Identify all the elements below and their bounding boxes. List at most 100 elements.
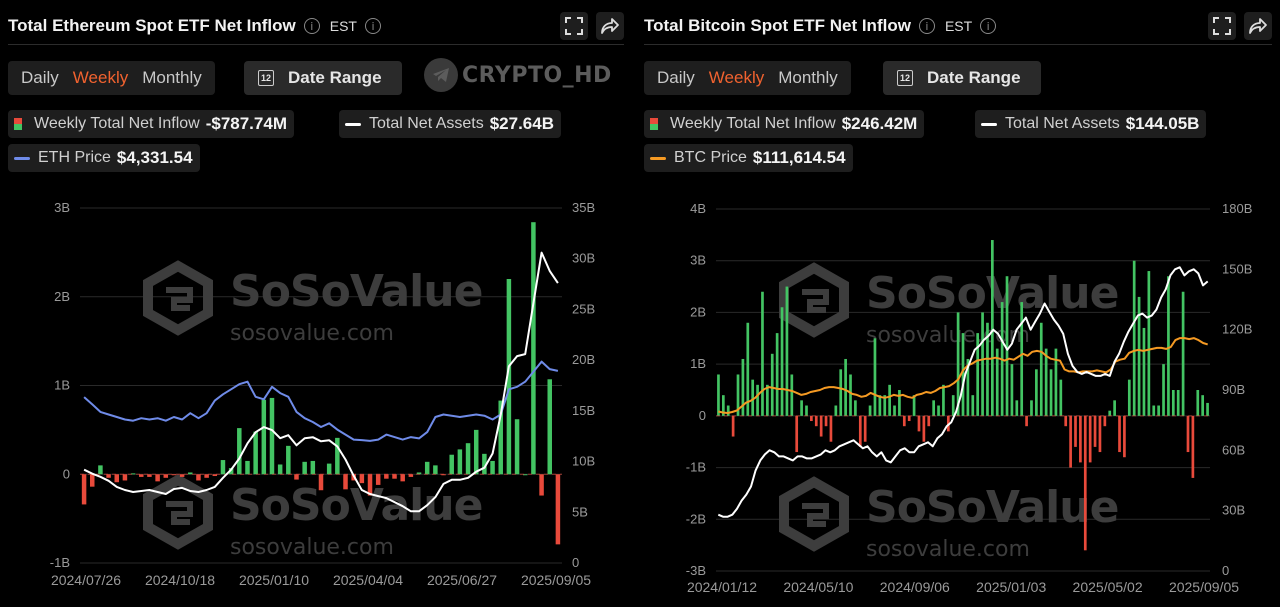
inflow-bar [302,461,307,475]
inflow-bar [932,400,935,416]
inflow-bar [766,384,769,416]
inflow-bar [139,474,144,477]
price-line [718,337,1208,414]
y-left-tick: 3B [54,200,70,215]
date-range-button[interactable]: 12 Date Range [244,61,402,95]
calendar-icon: 12 [258,70,274,86]
inflow-swatch [650,118,658,130]
inflow-bar [1079,415,1082,463]
assets-line [83,251,559,513]
inflow-bar [986,322,989,416]
inflow-bar [555,474,561,545]
date-range-button[interactable]: 12 Date Range [883,61,1041,95]
inflow-bar [114,474,120,483]
inflow-bar [1162,364,1165,416]
inflow-bar [951,395,955,416]
inflow-bar [1044,348,1048,416]
inflow-bar [1074,415,1077,447]
inflow-bar [81,474,87,505]
share-button[interactable] [596,12,624,40]
info-icon[interactable]: i [364,18,381,34]
watermark-url: sosovalue.com [866,323,1030,348]
inflow-bar [400,474,405,482]
y-left-tick: 4B [690,201,706,216]
inflow-bar [726,405,730,416]
inflow-bar [785,286,789,416]
inflow-bar [1142,327,1146,416]
inflow-bar [1054,348,1058,416]
assets-label: Total Net Assets [369,115,484,132]
inflow-bar [1069,415,1072,468]
y-left-tick: 2B [690,304,706,319]
inflow-bar [277,464,283,475]
tab-weekly[interactable]: Weekly [708,68,765,87]
inflow-bar [310,460,316,475]
tab-daily[interactable]: Daily [657,68,695,87]
y-right-tick: 35B [572,200,595,215]
assets-label: Total Net Assets [1005,115,1120,132]
inflow-bar [814,415,818,427]
btc-frequency-tabs: Daily Weekly Monthly [644,61,851,95]
tab-monthly[interactable]: Monthly [778,68,838,87]
inflow-bar [318,474,324,491]
x-tick: 2025/05/02 [1073,579,1143,595]
info-icon[interactable]: i [918,18,935,34]
tab-daily[interactable]: Daily [21,68,59,87]
btc-inflow-legend: Weekly Total Net Inflow $246.42M [644,110,925,138]
inflow-bar [795,415,799,453]
x-tick: 2024/10/18 [145,572,215,588]
inflow-bar [878,395,882,416]
share-button[interactable] [1244,12,1272,40]
eth-timezone[interactable]: EST [329,18,357,34]
x-tick: 2024/07/26 [51,572,121,588]
fullscreen-button[interactable] [560,12,588,40]
info-icon[interactable]: i [980,18,997,34]
eth-title: Total Ethereum Spot ETF Net Inflow [8,16,296,35]
eth-panel: Total Ethereum Spot ETF Net Inflow i EST… [0,0,632,607]
x-tick: 2024/05/10 [783,579,853,595]
price-value: $111,614.54 [752,148,846,167]
inflow-bar [326,463,332,475]
inflow-bar [805,405,808,416]
share-icon [601,18,619,34]
inflow-bar [482,453,487,475]
tab-weekly[interactable]: Weekly [72,68,129,87]
eth-header: Total Ethereum Spot ETF Net Inflow i EST… [8,8,624,45]
y-right-tick: 30B [572,251,595,266]
inflow-bar [245,460,250,475]
inflow-bar [824,415,828,427]
inflow-bar [849,374,852,416]
inflow-bar [506,279,512,475]
inflow-bar [416,472,422,475]
inflow-bar [1196,390,1200,416]
y-left-tick: 1B [54,378,70,393]
inflow-bar [424,461,430,475]
inflow-bar [433,465,438,475]
fullscreen-button[interactable] [1208,12,1236,40]
inflow-bar [942,384,945,416]
y-right-tick: 0 [572,555,579,570]
inflow-bar [883,395,887,416]
btc-title: Total Bitcoin Spot ETF Net Inflow [644,16,911,35]
y-left-tick: -3B [686,563,706,578]
y-right-tick: 180B [1222,201,1252,216]
inflow-bar [912,395,916,416]
tab-monthly[interactable]: Monthly [142,68,202,87]
inflow-bar [1147,271,1151,416]
btc-timezone[interactable]: EST [944,18,973,34]
inflow-bar [721,395,725,416]
inflow-bar [228,468,234,475]
info-icon[interactable]: i [303,18,320,34]
inflow-bar [1113,400,1116,416]
brand-text: CRYPTO_HD [462,62,612,88]
inflow-bar [1191,415,1195,478]
watermark-logo-icon [143,474,213,550]
y-left-tick: 3B [690,253,706,268]
y-right-tick: 60B [1222,442,1245,457]
x-tick: 2025/01/03 [976,579,1046,595]
inflow-bar [498,400,503,475]
inflow-bar [179,474,185,477]
inflow-bar [130,473,136,475]
x-tick: 2025/09/05 [1169,579,1239,595]
fullscreen-icon [1213,17,1231,35]
